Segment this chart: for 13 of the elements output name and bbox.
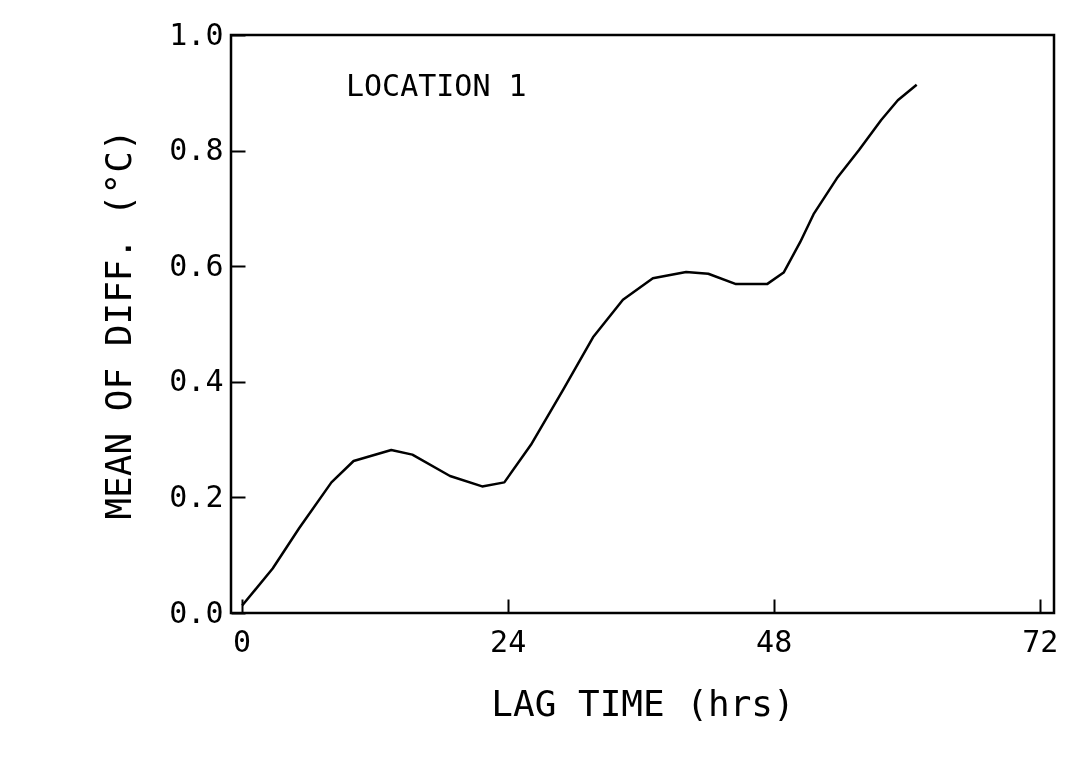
y-tick-label: 1.0: [169, 16, 224, 52]
y-tick-label: 0.0: [169, 594, 224, 630]
y-axis-title: MEAN OF DIFF. (°C): [98, 129, 140, 520]
x-tick-label: 0: [233, 623, 252, 659]
y-tick-label: 0.2: [169, 478, 224, 514]
y-tick-label: 0.8: [169, 132, 224, 168]
y-tick-label: 0.6: [169, 247, 224, 283]
y-tick-label: 0.4: [169, 363, 224, 399]
x-tick-label: 24: [490, 623, 527, 659]
annotation: LOCATION 1: [346, 68, 527, 103]
x-tick-label: 72: [1022, 623, 1059, 659]
x-tick-label: 48: [756, 623, 793, 659]
x-axis-title: LAG TIME (hrs): [491, 682, 795, 724]
